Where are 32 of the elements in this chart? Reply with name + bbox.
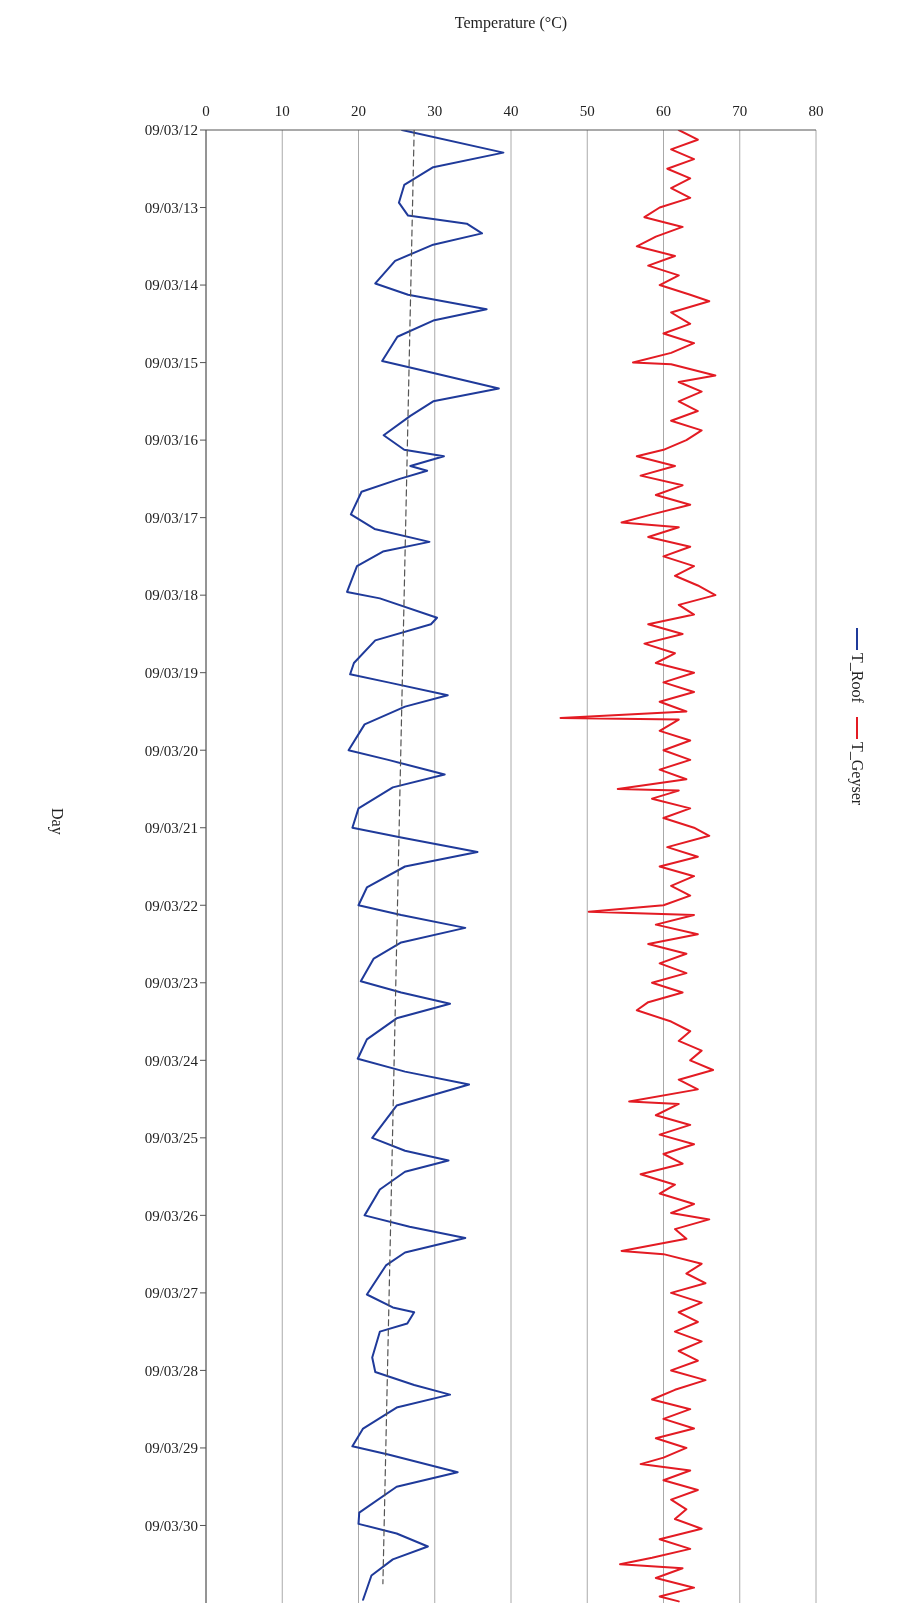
y-axis-title: Day	[48, 808, 66, 835]
y-tick-label: 09/03/29	[144, 1440, 198, 1457]
x-tick-label: 70	[732, 103, 748, 119]
x-tick-label: 20	[351, 103, 366, 119]
x-tick-label: 60	[656, 103, 671, 119]
y-tick-label: 09/03/18	[144, 587, 198, 604]
y-tick-label: 09/03/27	[144, 1285, 199, 1302]
legend-label: T_Geyser	[848, 741, 866, 805]
y-tick-label: 09/03/13	[144, 199, 198, 216]
y-tick-label: 09/03/14	[144, 277, 199, 294]
y-tick-label: 09/03/23	[144, 975, 198, 992]
x-axis-title: Temperature (°C)	[453, 14, 569, 32]
x-tick-label: 10	[274, 103, 290, 119]
y-tick-label: 09/03/24	[144, 1052, 199, 1069]
y-tick-label: 09/03/15	[144, 354, 198, 371]
y-tick-label: 09/03/12	[144, 122, 198, 139]
legend-label: T_Roof	[848, 653, 866, 703]
x-tick-label: 0	[202, 103, 210, 119]
y-tick-label: 09/03/16	[144, 432, 199, 449]
y-tick-label: 09/03/26	[144, 1207, 199, 1224]
x-tick-label: 40	[503, 103, 519, 119]
x-tick-label: 50	[579, 103, 595, 119]
y-tick-label: 09/03/22	[144, 897, 198, 914]
y-tick-label: 09/03/20	[144, 742, 198, 759]
y-tick-label: 09/03/17	[144, 509, 199, 526]
x-tick-label: 80	[808, 103, 824, 119]
y-tick-label: 09/03/28	[144, 1362, 198, 1379]
y-tick-label: 09/03/19	[144, 665, 198, 682]
y-tick-label: 09/03/25	[144, 1130, 198, 1147]
y-tick-label: 09/03/30	[144, 1517, 198, 1534]
x-tick-label: 30	[427, 103, 443, 119]
y-tick-label: 09/03/21	[144, 820, 198, 837]
